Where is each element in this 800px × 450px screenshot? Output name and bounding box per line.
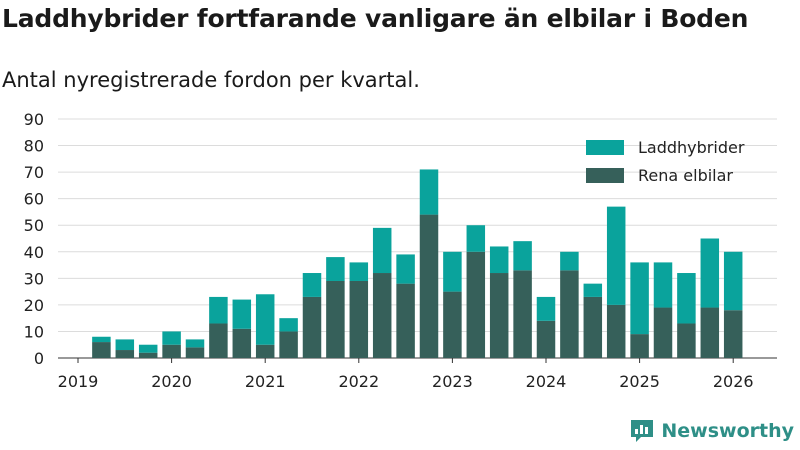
y-tick-label: 60	[24, 190, 44, 209]
bar-laddhybrider	[162, 331, 181, 345]
bar-rena-elbilar	[677, 323, 696, 358]
legend-swatch	[586, 168, 624, 183]
bar-laddhybrider	[653, 262, 673, 308]
bar-laddhybrider	[138, 344, 158, 353]
bar-rena-elbilar	[162, 344, 181, 358]
bar-laddhybrider	[677, 273, 696, 324]
bar-rena-elbilar	[138, 352, 158, 358]
bar-laddhybrider	[466, 225, 486, 252]
bar-laddhybrider	[349, 262, 369, 281]
y-tick-label: 70	[24, 163, 44, 182]
newsworthy-logo: Newsworthy	[629, 416, 794, 446]
bar-laddhybrider	[536, 296, 556, 321]
bar-laddhybrider	[723, 251, 743, 311]
bar-rena-elbilar	[630, 334, 649, 358]
legend-swatch	[586, 140, 624, 155]
legend-label: Laddhybrider	[638, 138, 745, 157]
bar-laddhybrider	[583, 283, 603, 297]
bar-rena-elbilar	[349, 280, 369, 358]
legend-label: Rena elbilar	[638, 166, 733, 185]
x-tick-label: 2026	[713, 372, 754, 391]
x-tick-label: 2020	[151, 372, 192, 391]
bar-rena-elbilar	[372, 273, 392, 358]
bar-rena-elbilar	[513, 270, 532, 358]
bar-laddhybrider	[606, 206, 626, 305]
bar-laddhybrider	[279, 318, 298, 332]
bar-rena-elbilar	[92, 342, 111, 358]
x-tick-label: 2021	[245, 372, 286, 391]
bar-laddhybrider	[372, 227, 392, 274]
x-tick-label: 2025	[619, 372, 660, 391]
bar-rena-elbilar	[115, 350, 135, 358]
bar-rena-elbilar	[279, 331, 298, 358]
bar-rena-elbilar	[489, 273, 509, 358]
bar-laddhybrider	[302, 273, 322, 297]
y-tick-label: 0	[34, 349, 44, 368]
bar-laddhybrider	[396, 254, 415, 284]
bar-rena-elbilar	[466, 251, 486, 358]
y-tick-label: 30	[24, 269, 44, 288]
bar-rena-elbilar	[723, 310, 743, 358]
chart-subtitle: Antal nyregistrerade fordon per kvartal.	[2, 68, 420, 92]
bar-laddhybrider	[443, 251, 462, 292]
bar-rena-elbilar	[606, 304, 626, 358]
y-tick-label: 80	[24, 137, 44, 156]
bar-rena-elbilar	[560, 270, 579, 358]
chart-title: Laddhybrider fortfarande vanligare än el…	[2, 4, 749, 33]
bar-rena-elbilar	[209, 323, 228, 358]
y-tick-label: 10	[24, 322, 44, 341]
bar-laddhybrider	[700, 238, 720, 308]
bar-rena-elbilar	[326, 280, 345, 358]
y-tick-label: 20	[24, 296, 44, 315]
bar-rena-elbilar	[653, 307, 673, 358]
brand-name: Newsworthy	[661, 420, 794, 442]
bar-laddhybrider	[209, 296, 228, 324]
bar-laddhybrider	[232, 299, 252, 329]
bar-rena-elbilar	[419, 214, 439, 358]
bar-rena-elbilar	[536, 320, 556, 358]
bar-laddhybrider	[255, 294, 275, 345]
y-tick-label: 90	[24, 110, 44, 129]
x-tick-label: 2024	[526, 372, 567, 391]
bar-laddhybrider	[560, 251, 579, 271]
bar-rena-elbilar	[700, 307, 720, 358]
bar-laddhybrider	[489, 246, 509, 274]
x-tick-label: 2019	[58, 372, 99, 391]
bar-laddhybrider	[630, 262, 649, 335]
bar-rena-elbilar	[583, 296, 603, 358]
bar-rena-elbilar	[232, 328, 252, 358]
x-tick-label: 2023	[432, 372, 473, 391]
bar-laddhybrider	[419, 169, 439, 215]
bar-laddhybrider	[185, 339, 205, 348]
bar-rena-elbilar	[255, 344, 275, 358]
bar-rena-elbilar	[443, 291, 462, 358]
bar-laddhybrider	[115, 339, 135, 351]
bar-laddhybrider	[513, 241, 532, 271]
y-tick-label: 40	[24, 243, 44, 262]
bar-rena-elbilar	[302, 296, 322, 358]
x-tick-label: 2022	[338, 372, 379, 391]
y-tick-label: 50	[24, 216, 44, 235]
bar-rena-elbilar	[396, 283, 415, 358]
bar-laddhybrider	[326, 257, 345, 281]
bar-rena-elbilar	[185, 347, 205, 358]
bar-laddhybrider	[92, 336, 111, 343]
bar-chart-logo-icon	[631, 420, 654, 442]
